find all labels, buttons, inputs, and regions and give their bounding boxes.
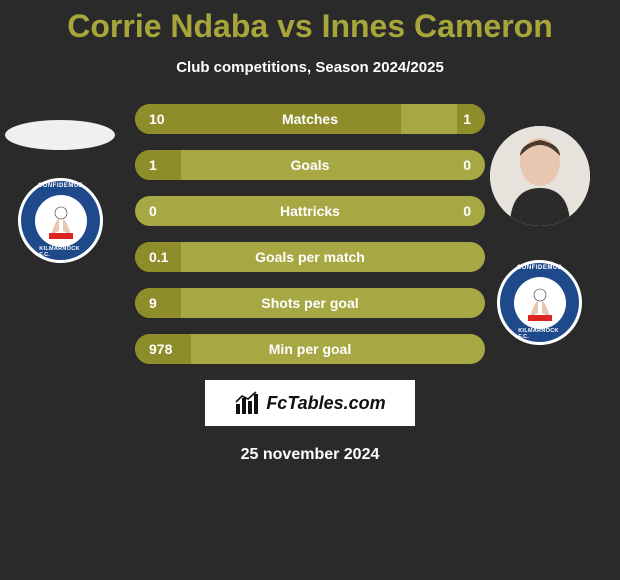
fctables-logo-icon [234, 390, 260, 416]
crest-hands-icon [520, 283, 560, 323]
stat-bar: 978 Min per goal [135, 334, 485, 364]
stat-value-left: 1 [149, 157, 157, 173]
stat-bar: 1 Goals 0 [135, 150, 485, 180]
date-text: 25 november 2024 [0, 446, 620, 464]
branding-text: FcTables.com [266, 393, 385, 414]
stat-bar-fill-left [135, 150, 181, 180]
crest-inner [35, 195, 87, 247]
stat-value-right: 1 [463, 111, 471, 127]
crest-text: CONFIDEMUS [38, 183, 83, 189]
stat-label: Hattricks [280, 203, 340, 219]
stat-bar-fill-left [135, 104, 401, 134]
stat-label: Goals [291, 157, 330, 173]
stat-value-left: 0.1 [149, 249, 168, 265]
stat-bar-fill-left [135, 288, 181, 318]
crest-text: KILMARNOCK F.C. [518, 328, 561, 340]
page-title: Corrie Ndaba vs Innes Cameron [0, 8, 620, 45]
player-left-avatar [5, 120, 115, 150]
stats-bars: 10 Matches 1 1 Goals 0 0 Hattricks 0 0.1 Goals per… [135, 104, 485, 364]
stat-value-left: 978 [149, 341, 172, 357]
crest-inner [514, 277, 566, 329]
stat-bar: 0 Hattricks 0 [135, 196, 485, 226]
club-crest-left: CONFIDEMUS KILMARNOCK F.C. [18, 178, 103, 263]
person-icon [490, 126, 590, 226]
stat-label: Shots per goal [261, 295, 358, 311]
stat-value-right: 0 [463, 203, 471, 219]
stat-bar: 9 Shots per goal [135, 288, 485, 318]
stat-label: Min per goal [269, 341, 351, 357]
stat-label: Matches [282, 111, 338, 127]
stat-value-left: 9 [149, 295, 157, 311]
crest-hands-icon [41, 201, 81, 241]
stat-value-right: 0 [463, 157, 471, 173]
stat-value-left: 10 [149, 111, 165, 127]
crest-text: CONFIDEMUS [517, 265, 562, 271]
page-subtitle: Club competitions, Season 2024/2025 [0, 59, 620, 76]
stat-bar: 0.1 Goals per match [135, 242, 485, 272]
stat-bar: 10 Matches 1 [135, 104, 485, 134]
player-right-avatar [490, 126, 590, 226]
stat-label: Goals per match [255, 249, 365, 265]
branding-box: FcTables.com [205, 380, 415, 426]
stat-value-left: 0 [149, 203, 157, 219]
crest-text: KILMARNOCK F.C. [39, 246, 82, 258]
club-crest-right: CONFIDEMUS KILMARNOCK F.C. [497, 260, 582, 345]
